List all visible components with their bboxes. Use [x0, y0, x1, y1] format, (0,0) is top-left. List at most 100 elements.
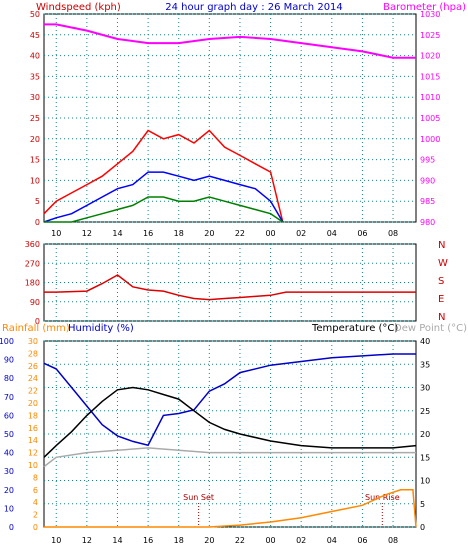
wind-panel-x-tick-label: 02: [296, 229, 306, 238]
barometer-y-tick-label: 1015: [420, 72, 440, 81]
rainfall-line: [44, 489, 417, 528]
wind-panel-x-tick-label: 16: [143, 229, 153, 238]
chart-title: 24 hour graph day : 26 March 2014: [165, 2, 343, 13]
windspeed-y-tick-label: 40: [30, 52, 40, 61]
compass-label: S: [438, 276, 444, 287]
sunrise-label: Sun Rise: [365, 493, 400, 502]
temp-panel-x-tick-label: 18: [174, 536, 184, 545]
temperature-y-tick-label: 30: [420, 384, 430, 393]
windspeed-y-tick-label: 50: [30, 10, 40, 19]
temperature-y-tick-label: 25: [420, 407, 430, 416]
humidity-y-tick-label: 0: [9, 523, 14, 532]
rainfall-axis-title: Rainfall (mm): [2, 323, 70, 334]
temp-panel-x-tick-label: 20: [204, 536, 214, 545]
humidity-y-tick-label: 10: [4, 504, 14, 513]
temperature-y-tick-label: 10: [420, 477, 430, 486]
compass-label: E: [438, 294, 444, 305]
temperature-y-tick-label: 40: [420, 337, 430, 346]
barometer-axis-title: Barometer (hpa): [383, 2, 466, 13]
barometer-y-tick-label: 1010: [420, 93, 440, 102]
direction-y-tick-label: 90: [30, 298, 40, 307]
rainfall-y-tick-label: 20: [28, 399, 38, 408]
direction-y-tick-label: 360: [25, 240, 40, 249]
temp-panel-x-tick-label: 02: [296, 536, 306, 545]
humidity-y-tick-label: 60: [4, 411, 14, 420]
rainfall-y-tick-label: 14: [28, 436, 38, 445]
barometer-y-tick-label: 990: [420, 176, 435, 185]
temperature-y-tick-label: 20: [420, 430, 430, 439]
compass-label: N: [438, 312, 445, 323]
humidity-y-tick-label: 50: [4, 430, 14, 439]
temperature-y-tick-label: 35: [420, 360, 430, 369]
humidity-y-tick-label: 40: [4, 449, 14, 458]
windspeed-series-line-2: [44, 196, 284, 223]
windspeed-y-tick-label: 45: [30, 31, 40, 40]
rainfall-y-tick-label: 24: [28, 374, 38, 383]
rainfall-y-tick-label: 0: [33, 523, 38, 532]
rainfall-y-tick-label: 2: [33, 511, 38, 520]
temp-panel-x-tick-label: 14: [112, 536, 122, 545]
wind-panel-x-tick-label: 00: [265, 229, 275, 238]
windspeed-y-tick-label: 30: [30, 93, 40, 102]
temp-panel-x-tick-label: 10: [51, 536, 61, 545]
temp-panel-x-tick-label: 16: [143, 536, 153, 545]
direction-panel-frame: [43, 243, 417, 322]
rainfall-y-tick-label: 6: [33, 486, 38, 495]
barometer-y-tick-label: 1025: [420, 31, 440, 40]
humidity-y-tick-label: 90: [4, 356, 14, 365]
direction-y-tick-label: 0: [35, 317, 40, 326]
wind-panel-x-tick-label: 22: [235, 229, 245, 238]
rainfall-y-tick-label: 18: [28, 411, 38, 420]
compass-label: W: [438, 258, 448, 269]
temperature-y-tick-label: 15: [420, 453, 430, 462]
barometer-y-tick-label: 1000: [420, 135, 440, 144]
barometer-y-tick-label: 985: [420, 197, 435, 206]
windspeed-axis-title: Windspeed (kph): [36, 2, 121, 13]
rainfall-y-tick-label: 22: [28, 387, 38, 396]
rainfall-y-tick-label: 4: [33, 498, 38, 507]
humidity-y-tick-label: 70: [4, 393, 14, 402]
humidity-y-tick-label: 100: [0, 337, 14, 346]
wind-panel-x-tick-label: 18: [174, 229, 184, 238]
humidity-y-tick-label: 30: [4, 467, 14, 476]
humidity-line: [43, 353, 416, 447]
windspeed-y-tick-label: 25: [30, 114, 40, 123]
windspeed-y-tick-label: 35: [30, 72, 40, 81]
wind-panel-x-tick-label: 14: [112, 229, 122, 238]
temp-panel-x-tick-label: 06: [357, 536, 367, 545]
rainfall-y-tick-label: 26: [28, 362, 38, 371]
wind-panel-frame: [43, 13, 417, 223]
wind-panel-x-tick-label: 08: [388, 229, 398, 238]
temp-panel-x-tick-label: 00: [265, 536, 275, 545]
barometer-y-tick-label: 1030: [420, 10, 440, 19]
rainfall-y-tick-label: 12: [28, 449, 38, 458]
wind-panel-x-tick-label: 20: [204, 229, 214, 238]
rainfall-y-tick-label: 28: [28, 349, 38, 358]
rainfall-y-tick-label: 16: [28, 424, 38, 433]
temperature-axis-title: Temperature (°C): [311, 323, 398, 334]
wind-panel-x-tick-label: 06: [357, 229, 367, 238]
temperature-y-tick-label: 0: [420, 523, 425, 532]
direction-y-tick-label: 270: [25, 259, 40, 268]
temp-panel-x-tick-label: 22: [235, 536, 245, 545]
barometer-y-tick-label: 1005: [420, 114, 440, 123]
rainfall-y-tick-label: 10: [28, 461, 38, 470]
windspeed-y-tick-label: 10: [30, 176, 40, 185]
temperature-y-tick-label: 5: [420, 500, 425, 509]
dewpoint-axis-title: Dew Point (°C): [394, 323, 467, 334]
humidity-axis-title: Humidity (%): [68, 323, 134, 334]
barometer-y-tick-label: 995: [420, 156, 435, 165]
temp-panel-frame: [43, 340, 417, 528]
temp-panel-x-tick-label: 04: [327, 536, 337, 545]
barometer-y-tick-label: 980: [420, 218, 435, 227]
wind-panel-x-tick-label: 10: [51, 229, 61, 238]
windspeed-series-line-1: [43, 171, 284, 223]
windspeed-y-tick-label: 20: [30, 135, 40, 144]
direction-y-tick-label: 180: [25, 279, 40, 288]
sunset-label: Sun Set: [183, 493, 214, 502]
temp-panel-x-tick-label: 12: [82, 536, 92, 545]
compass-label: N: [438, 240, 445, 251]
wind-panel-x-tick-label: 12: [82, 229, 92, 238]
barometer-line: [44, 23, 416, 59]
